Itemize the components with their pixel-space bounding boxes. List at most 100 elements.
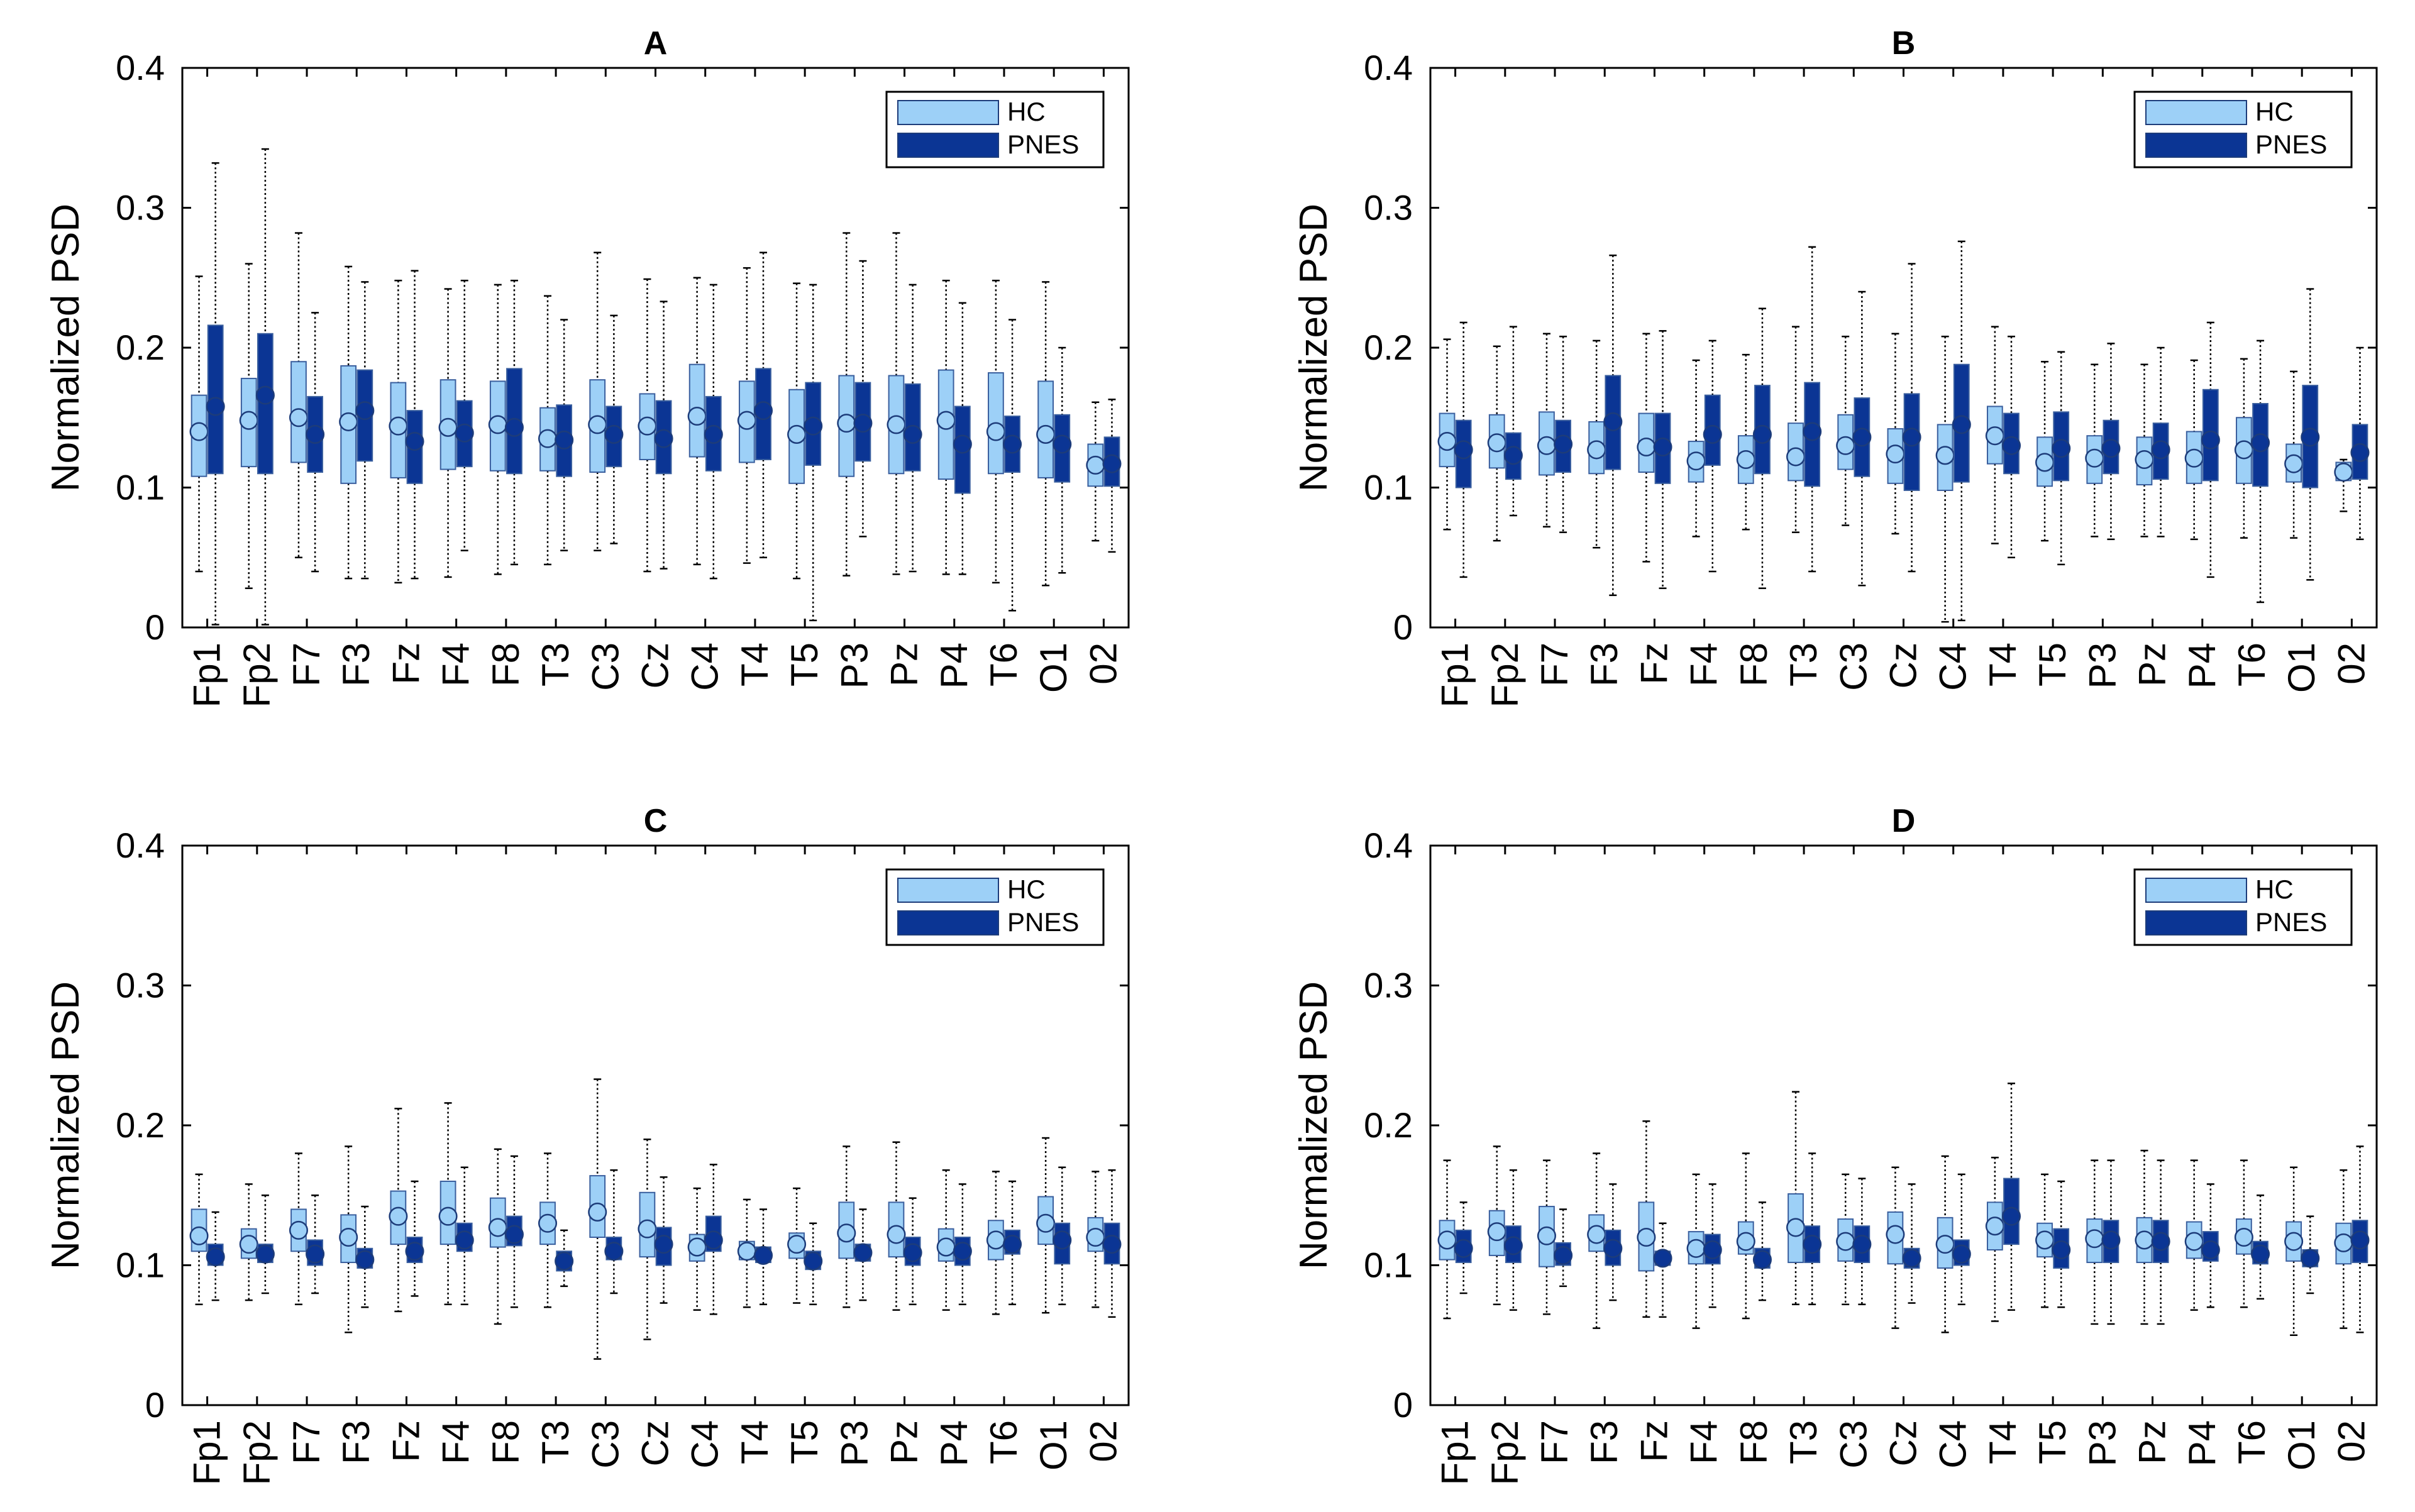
x-tick-label: P4 [933,643,975,688]
legend-swatch-hc [897,100,999,125]
median-marker [289,1220,308,1240]
median-marker [837,414,856,433]
median-marker [355,1250,375,1269]
x-tick-label: Cz [634,643,677,688]
box-hc-p4 [936,1169,956,1311]
x-tick-label: F7 [285,1420,328,1464]
box-hc-fp2 [239,263,258,589]
x-tick-label: C3 [1832,1420,1874,1469]
x-tick-label: F4 [435,1420,477,1464]
box-pnes-c4 [1952,240,1971,622]
median-marker [687,406,707,426]
median-marker [1803,1235,1822,1254]
legend: HC PNES [885,868,1105,946]
chart-panel-b: B Normalized PSD 0 0.1 0.2 0.3 0.4 Fp1 Fp2 F7 F3 Fz… [1292,25,2378,707]
box-hc-f4 [438,288,458,578]
box-hc-fz [389,1108,408,1313]
median-marker [953,434,972,454]
median-marker [1952,415,1971,434]
x-tick-label: O1 [1032,1420,1075,1471]
box-hc-c4 [1935,1155,1955,1333]
median-marker [887,1225,906,1244]
box-pnes-t3 [555,1229,574,1288]
x-tick-label: Fz [1633,1420,1675,1462]
box-hc-p4 [2184,359,2204,541]
median-marker [1036,424,1056,444]
median-marker [2052,439,2071,458]
median-marker [438,1206,458,1226]
box-hc-c3 [588,1078,607,1360]
box-hc-f8 [1736,353,1755,531]
median-marker [837,1223,856,1243]
box-pnes-cz [654,1176,673,1304]
y-tick-label: 0.2 [116,1105,165,1145]
median-marker [936,411,956,430]
y-tick-label: 0.4 [1364,825,1413,865]
median-marker [2184,1232,2204,1251]
box-hc-fp2 [239,1183,258,1301]
x-tick-label: Fp1 [186,643,228,707]
box-pnes-t6 [2251,339,2270,604]
median-marker [538,429,558,448]
box-pnes-fp2 [1503,1169,1523,1311]
median-marker [1852,1235,1872,1254]
x-tick-label: O1 [2280,643,2323,693]
median-marker [1803,422,1822,441]
box-pnes-fp1 [1454,321,1473,578]
median-marker [936,1237,956,1257]
x-tick-label: T6 [983,1420,1025,1464]
box-hc-fp2 [1487,345,1506,542]
box-hc-f4 [438,1102,458,1306]
box-pnes-f3 [1603,254,1623,597]
x-tick-label: 02 [2330,643,2372,685]
box-hc-t4 [737,1198,756,1308]
box-pnes-pz [2151,346,2170,538]
box-pnes-c3 [604,1169,624,1294]
box-hc-f4 [1686,359,1706,538]
legend-swatch-hc [897,878,999,903]
median-marker [1454,1239,1473,1258]
median-marker [189,422,209,441]
box-pnes-f7 [306,312,325,573]
box-hc-f4 [1686,1173,1706,1329]
chart-title: C [644,803,668,839]
box-hc-fp1 [1437,338,1457,531]
x-tick-label: P3 [2081,1420,2123,1466]
box-pnes-f4 [455,279,474,551]
median-marker [1102,1235,1122,1254]
box-pnes-p3 [853,1208,873,1301]
median-marker [2151,440,2170,460]
median-marker [355,401,375,421]
median-marker [1587,440,1606,460]
box-hc-c4 [687,1187,707,1311]
box-pnes-f3 [1603,1183,1623,1301]
median-marker [1537,436,1556,455]
box-hc-f7 [1537,333,1556,528]
median-marker [189,1226,209,1245]
median-marker [339,412,358,431]
box-pnes-fp2 [1503,326,1523,517]
box-pnes-f8 [1752,307,1772,589]
box-pnes-c4 [704,284,723,580]
median-marker [1503,1236,1523,1255]
box-hc-f7 [289,232,308,558]
median-marker [455,423,474,443]
median-marker [2151,1232,2170,1251]
median-marker [887,415,906,434]
median-marker [1786,1218,1806,1237]
box-hc-f3 [1587,1152,1606,1329]
x-tick-label: 02 [2330,1420,2372,1462]
median-marker [2234,440,2253,460]
median-marker [604,424,624,444]
box-pnes-pz [2151,1159,2170,1325]
box-pnes-fz [1653,330,1672,589]
legend-label-hc: HC [2255,875,2294,904]
box-hc-fz [1637,333,1656,563]
x-tick-label: T5 [2031,643,2074,687]
median-marker [2052,1240,2071,1260]
median-marker [2251,1244,2270,1264]
legend-label-hc: HC [2255,97,2294,126]
box-pnes-pz [903,284,922,573]
median-marker [1603,412,1623,431]
box-hc-p3 [2085,1159,2104,1325]
